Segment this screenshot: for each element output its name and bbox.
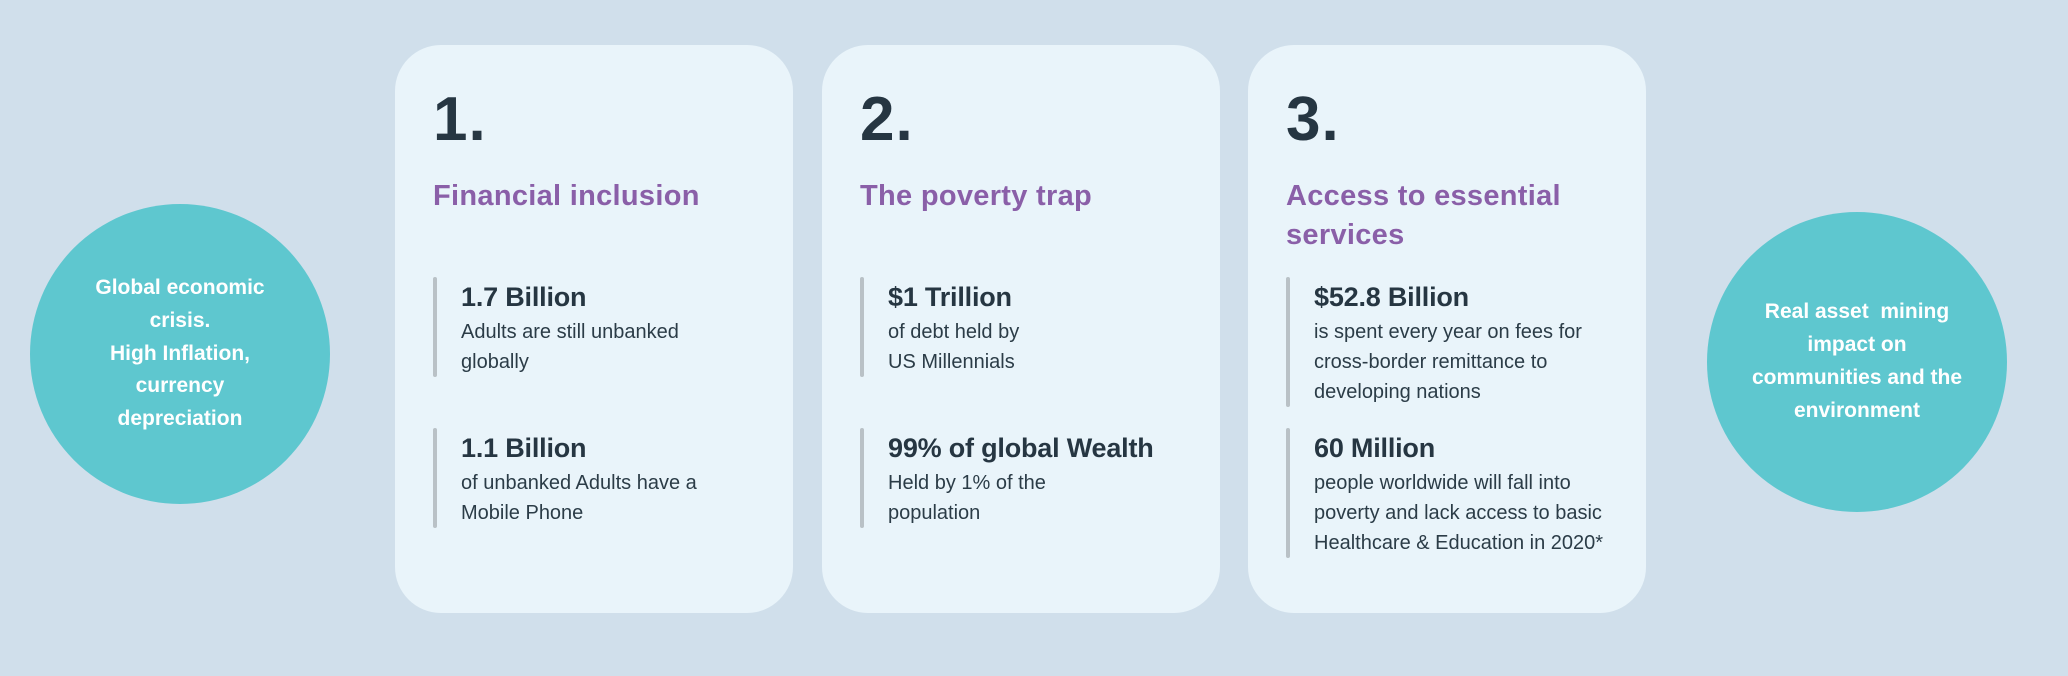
- stat-description: Held by 1% of the population: [888, 472, 1046, 525]
- stat-description: people worldwide will fall into poverty …: [1314, 472, 1604, 555]
- card-title: The poverty trap: [860, 180, 1093, 212]
- stat-item: $52.8 Billion is spent every year on fee…: [1286, 277, 1610, 408]
- card-financial-inclusion: 1. Financial inclusion 1.7 Billion Adult…: [395, 45, 793, 613]
- right-circle-text: Real asset mining impact on communities …: [1751, 300, 1963, 422]
- stat-item: 1.1 Billion of unbanked Adults have a Mo…: [433, 428, 757, 529]
- stat-slot: 1.7 Billion Adults are still unbanked gl…: [433, 277, 757, 428]
- stat-item: 1.7 Billion Adults are still unbanked gl…: [433, 277, 757, 378]
- stat-value: $52.8 Billion: [1314, 282, 1469, 312]
- left-circle-text: Global economic crisis. High Inflation, …: [95, 275, 265, 431]
- stat-description: of debt held by US Millennials: [888, 321, 1020, 374]
- stat-item: $1 Trillion of debt held by US Millennia…: [860, 277, 1184, 378]
- stat-value: 1.1 Billion: [461, 433, 587, 463]
- stat-divider-bar: [1286, 277, 1290, 408]
- left-challenge-circle: Global economic crisis. High Inflation, …: [30, 204, 330, 504]
- stat-description: of unbanked Adults have a Mobile Phone: [461, 472, 697, 525]
- stat-divider-bar: [860, 428, 864, 529]
- stat-slot: $1 Trillion of debt held by US Millennia…: [860, 277, 1184, 428]
- card-number: 2.: [860, 85, 914, 154]
- stat-description: is spent every year on fees for cross-bo…: [1314, 321, 1582, 404]
- stat-divider-bar: [860, 277, 864, 378]
- card-number: 1.: [433, 85, 487, 154]
- stat-value: 60 Million: [1314, 433, 1436, 463]
- stat-value: 99% of global Wealth: [888, 433, 1154, 463]
- stat-divider-bar: [433, 277, 437, 378]
- card-poverty-trap: 2. The poverty trap $1 Trillion of debt …: [822, 45, 1220, 613]
- right-challenge-circle: Real asset mining impact on communities …: [1707, 212, 2007, 512]
- stat-value: 1.7 Billion: [461, 282, 587, 312]
- card-title: Access to essential services: [1286, 180, 1561, 252]
- card-title: Financial inclusion: [433, 180, 700, 212]
- stat-slot: $52.8 Billion is spent every year on fee…: [1286, 277, 1610, 428]
- stat-divider-bar: [1286, 428, 1290, 559]
- stat-divider-bar: [433, 428, 437, 529]
- card-access-essential-services: 3. Access to essential services $52.8 Bi…: [1248, 45, 1646, 613]
- stat-description: Adults are still unbanked globally: [461, 321, 679, 374]
- stat-item: 60 Million people worldwide will fall in…: [1286, 428, 1610, 559]
- stat-item: 99% of global Wealth Held by 1% of the p…: [860, 428, 1184, 529]
- stat-value: $1 Trillion: [888, 282, 1012, 312]
- card-number: 3.: [1286, 85, 1340, 154]
